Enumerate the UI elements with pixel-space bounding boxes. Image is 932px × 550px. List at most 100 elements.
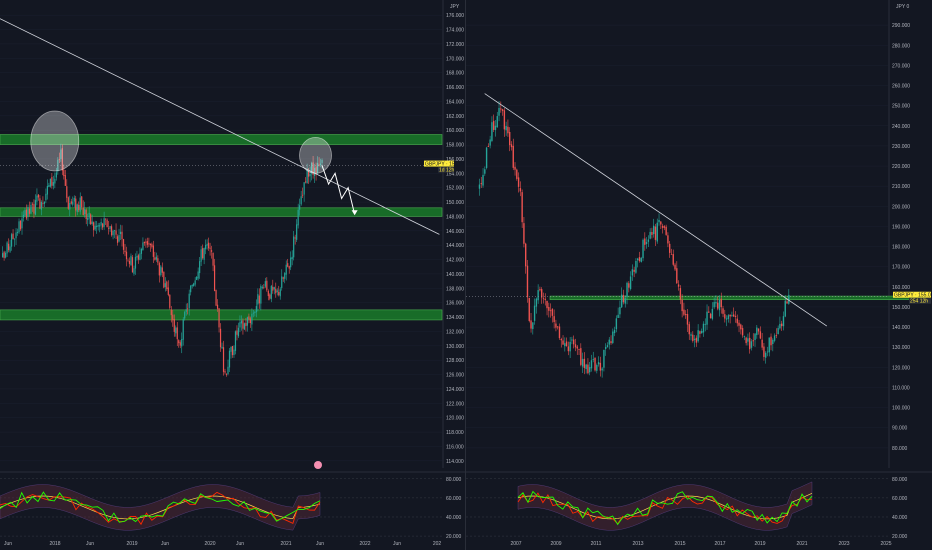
- candle-body: [116, 236, 119, 243]
- candle-body: [628, 283, 630, 288]
- price-tick-label: 260.000: [892, 84, 910, 90]
- candle-body: [205, 244, 207, 250]
- candle-body: [100, 222, 102, 226]
- candle-body: [69, 202, 71, 210]
- candle-body: [663, 226, 666, 228]
- candle-body: [699, 331, 701, 334]
- candle-body: [631, 269, 634, 276]
- price-tick-label: 124.000: [446, 387, 464, 393]
- candle-body: [236, 330, 238, 335]
- candle-body: [599, 362, 602, 371]
- candle-body: [2, 253, 4, 258]
- right-chart-pane[interactable]: JPY 0 290.000 280.000 270.000 260.000 250.000…: [466, 0, 932, 550]
- candle-body: [658, 219, 660, 223]
- candle-body: [237, 327, 240, 337]
- candle-body: [39, 198, 41, 209]
- price-tick-label: 100.000: [892, 406, 910, 412]
- candle-body: [190, 285, 192, 293]
- price-tick-label: 162.000: [446, 114, 464, 120]
- candle-body: [757, 328, 760, 332]
- candle-body: [136, 255, 138, 258]
- candle-body: [551, 308, 554, 316]
- candle-body: [155, 256, 157, 260]
- candle-body: [695, 337, 698, 343]
- candle-body: [498, 107, 500, 116]
- candle-body: [199, 261, 201, 274]
- candle-body: [312, 162, 314, 175]
- candle-body: [590, 360, 593, 369]
- candle-body: [81, 196, 83, 208]
- left-chart-pane[interactable]: JPY 176.000 174.000 172.000 170.000 168.000 16…: [0, 0, 466, 550]
- alert-marker-icon: [314, 461, 322, 469]
- candle-body: [503, 110, 506, 130]
- oscillator-midline: [517, 492, 813, 520]
- left-chart-canvas[interactable]: JPY 176.000 174.000 172.000 170.000 168.000 16…: [0, 0, 466, 550]
- candle-body: [134, 256, 137, 269]
- candle-body: [178, 340, 180, 344]
- time-tick-label: 2023: [838, 541, 849, 547]
- candle-body: [73, 197, 75, 202]
- candle-body: [478, 184, 481, 189]
- candle-body: [587, 364, 589, 374]
- candle-body: [9, 246, 11, 252]
- oscillator-tick-label: 40.000: [446, 515, 462, 521]
- support-resistance-zone: [0, 309, 443, 321]
- candle-body: [727, 315, 730, 319]
- right-chart-canvas[interactable]: JPY 0 290.000 280.000 270.000 260.000 250.000…: [466, 0, 932, 550]
- price-tick-label: 174.000: [446, 28, 464, 34]
- candle-body: [218, 308, 220, 328]
- candle-body: [149, 243, 151, 246]
- candle-body: [148, 243, 150, 245]
- candle-body: [103, 218, 105, 227]
- candle-body: [665, 226, 667, 235]
- price-tick-label: 150.000: [446, 200, 464, 206]
- candle-body: [583, 358, 586, 368]
- candle-body: [303, 182, 305, 195]
- oscillator-tick-label: 80.000: [446, 477, 462, 483]
- time-tick-label: Jun: [161, 541, 169, 547]
- candle-body: [738, 322, 740, 326]
- candle-body: [228, 350, 231, 368]
- candle-body: [257, 294, 259, 305]
- candle-body: [601, 368, 603, 371]
- candle-body: [84, 209, 86, 215]
- price-tick-label: 160.000: [892, 285, 910, 291]
- candle-body: [72, 201, 74, 205]
- candles: [478, 100, 790, 378]
- price-tick-label: 176.000: [446, 13, 464, 19]
- candle-body: [724, 314, 726, 319]
- candle-body: [660, 221, 662, 225]
- candle-body: [113, 230, 116, 232]
- candle-body: [63, 169, 65, 177]
- oscillator-tick-label: 20.000: [446, 534, 462, 540]
- candle-body: [269, 294, 271, 299]
- candle-body: [736, 318, 738, 324]
- candle-body: [284, 273, 286, 279]
- candle-body: [227, 366, 229, 375]
- candle-body: [18, 221, 20, 233]
- candle-body: [485, 147, 488, 168]
- candle-body: [194, 280, 196, 285]
- price-tick-label: 90.000: [892, 426, 908, 432]
- candle-body: [270, 285, 272, 299]
- time-tick-label: 2022: [359, 541, 370, 547]
- pane-divider[interactable]: [465, 0, 466, 550]
- candle-body: [489, 139, 491, 146]
- price-tick-label: 132.000: [446, 329, 464, 335]
- candle-body: [487, 146, 490, 147]
- candle-body: [66, 186, 68, 198]
- oscillator-main-line: [517, 490, 813, 526]
- candle-body: [645, 242, 648, 244]
- candle-body: [572, 339, 575, 345]
- price-tick-label: 190.000: [892, 224, 910, 230]
- price-tick-label: 230.000: [892, 144, 910, 150]
- candle-body: [725, 318, 728, 320]
- candle-body: [521, 192, 523, 223]
- candle-body: [722, 308, 724, 314]
- candle-body: [542, 298, 545, 300]
- candle-body: [78, 204, 80, 211]
- candle-body: [221, 346, 223, 349]
- candle-body: [734, 315, 737, 318]
- price-tick-label: 220.000: [892, 164, 910, 170]
- time-tick-label: 2025: [880, 541, 891, 547]
